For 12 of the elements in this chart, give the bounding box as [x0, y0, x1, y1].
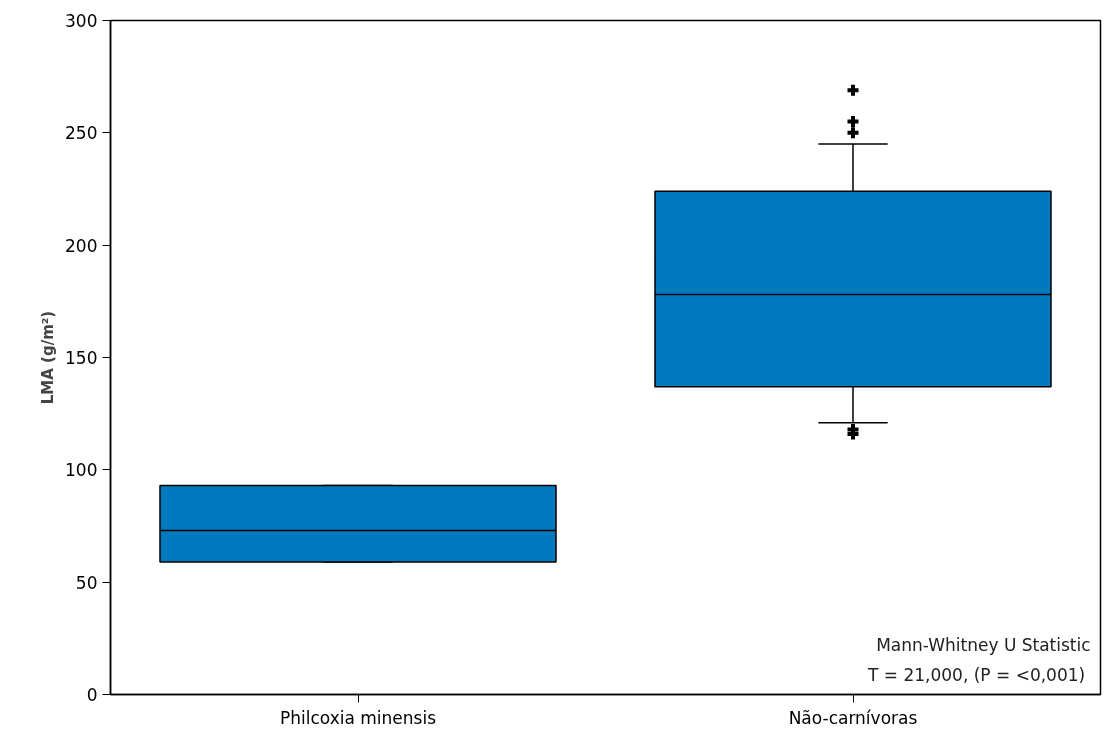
annotation: T = 21,000, (P = <0,001): [866, 664, 1086, 685]
x-tick-label: Philcoxia minensis: [279, 707, 437, 728]
x-tick-label: Não-carnívoras: [788, 707, 918, 728]
annotation: Mann-Whitney U Statistic: [876, 634, 1091, 655]
y-tick-label: 300: [65, 11, 98, 31]
y-axis-title: LMA (g/m²): [39, 310, 58, 405]
y-tick-label: 250: [65, 123, 98, 144]
y-tick-label: 50: [75, 572, 98, 593]
y-tick-label: 150: [65, 348, 98, 368]
y-tick-label: 0: [86, 685, 98, 705]
y-tick-label: 100: [65, 460, 98, 481]
y-tick-label: 200: [65, 235, 98, 256]
